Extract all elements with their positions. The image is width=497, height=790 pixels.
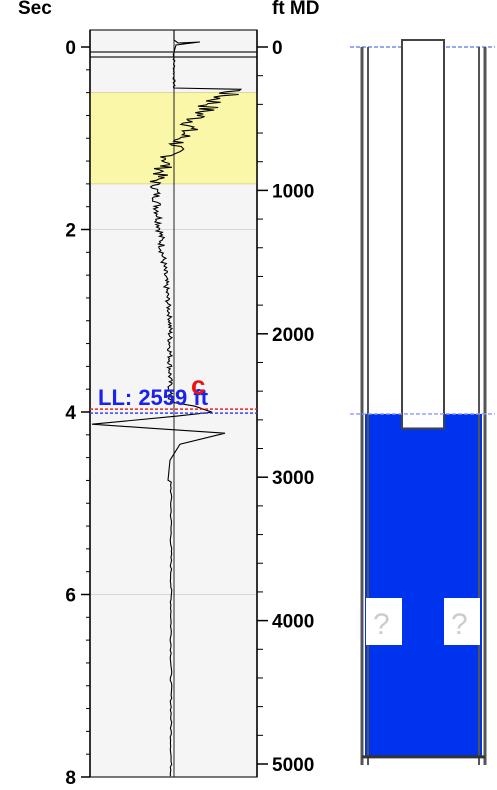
right-axis-unit: ft MD <box>272 0 319 19</box>
well-schematic: ? ? <box>350 39 495 765</box>
left-axis-tick-label: 2 <box>65 221 76 242</box>
tubing <box>401 39 445 430</box>
unknown-box-left <box>366 598 402 645</box>
left-axis-tick-label: 4 <box>65 403 76 424</box>
liquid-level-marker[interactable]: c <box>191 370 205 400</box>
left-axis-tick-label: 0 <box>65 38 76 59</box>
right-axis-tick-label: 1000 <box>272 181 314 202</box>
unknown-mark-left: ? <box>373 608 390 641</box>
right-axis-tick-label: 4000 <box>272 612 314 633</box>
fluid-column <box>365 413 482 757</box>
acoustic-trace <box>91 30 243 777</box>
right-axis-tick-label: 3000 <box>272 468 314 489</box>
left-axis-unit: Sec <box>18 0 52 19</box>
left-time-axis: 0 2 4 6 8 <box>65 30 91 789</box>
unknown-mark-right: ? <box>451 608 468 641</box>
liquid-level-label: LL: 2559 ft <box>98 385 209 410</box>
left-axis-tick-label: 8 <box>65 768 76 789</box>
right-axis-tick-label: 0 <box>272 38 283 59</box>
unknown-box-right <box>444 598 480 645</box>
right-axis-tick-label: 5000 <box>272 755 314 776</box>
right-axis-tick-label: 2000 <box>272 325 314 346</box>
left-axis-tick-label: 6 <box>65 586 76 607</box>
right-depth-axis: 0 1000 2000 3000 4000 5000 <box>256 30 314 777</box>
